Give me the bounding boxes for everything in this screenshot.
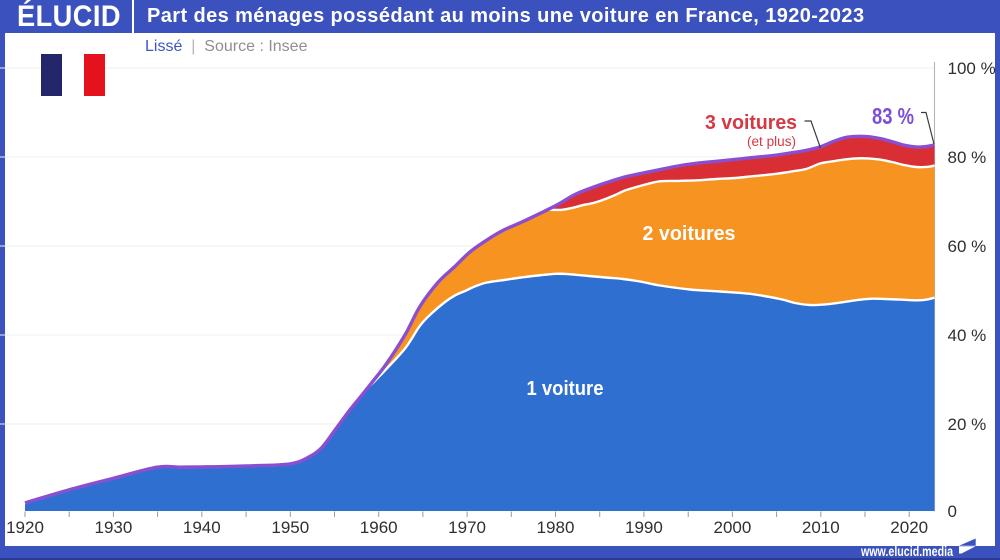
svg-text:40 %: 40 % (948, 326, 987, 345)
svg-text:1930: 1930 (94, 518, 132, 537)
svg-text:1970: 1970 (448, 518, 486, 537)
svg-text:2020: 2020 (890, 518, 928, 537)
svg-text:1920: 1920 (6, 518, 44, 537)
svg-text:1940: 1940 (183, 518, 221, 537)
svg-text:2010: 2010 (802, 518, 840, 537)
svg-text:20 %: 20 % (948, 415, 987, 434)
svg-text:1980: 1980 (537, 518, 575, 537)
svg-text:(et plus): (et plus) (747, 134, 796, 149)
svg-text:0: 0 (948, 502, 957, 521)
svg-text:1990: 1990 (625, 518, 663, 537)
svg-text:1960: 1960 (360, 518, 398, 537)
svg-text:1 voiture: 1 voiture (527, 378, 604, 400)
svg-text:60 %: 60 % (948, 237, 987, 256)
svg-text:1950: 1950 (271, 518, 309, 537)
svg-text:83 %: 83 % (872, 103, 914, 129)
svg-text:2000: 2000 (713, 518, 751, 537)
svg-text:80 %: 80 % (948, 148, 987, 167)
svg-text:100 %: 100 % (948, 59, 996, 78)
svg-text:3 voitures: 3 voitures (705, 112, 797, 134)
svg-text:2 voitures: 2 voitures (643, 223, 736, 245)
